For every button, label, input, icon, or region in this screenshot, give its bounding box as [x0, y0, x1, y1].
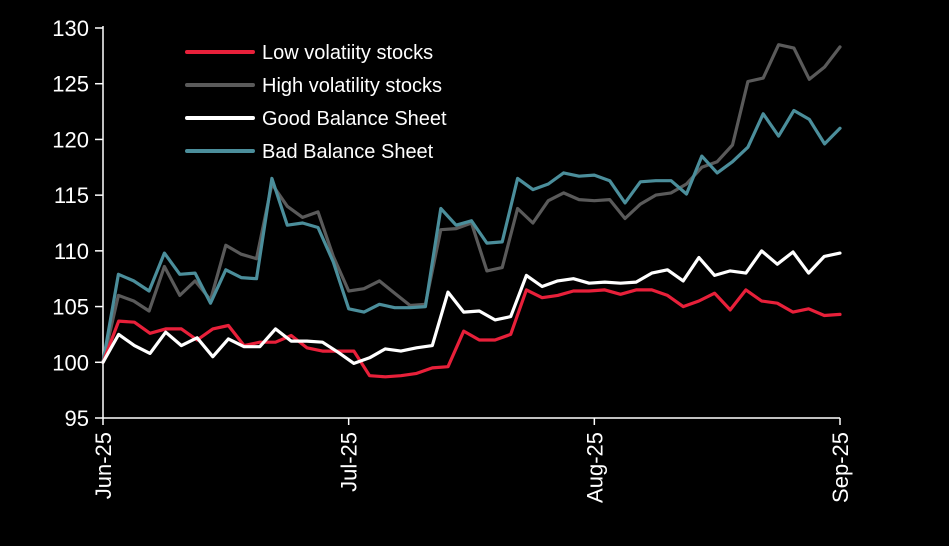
- series-line-2: [101, 249, 842, 365]
- y-tick-label: 125: [52, 72, 89, 97]
- x-tick-label: Aug-25: [582, 432, 607, 503]
- series-line-3: [101, 108, 842, 364]
- x-tick-label: Sep-25: [828, 432, 853, 503]
- y-tick-label: 120: [52, 127, 89, 152]
- legend-label-3: Bad Balance Sheet: [262, 141, 434, 163]
- x-tick-label: Jul-25: [337, 432, 362, 492]
- y-tick-label: 115: [54, 183, 89, 208]
- legend: Low volatiity stocks High volatility stoc…: [185, 42, 447, 163]
- legend-label-2: Good Balance Sheet: [262, 108, 447, 130]
- y-tick-label: 105: [52, 295, 89, 320]
- y-tick-label: 95: [65, 406, 89, 431]
- series-line-0: [101, 288, 842, 379]
- y-tick-label: 100: [52, 350, 89, 375]
- series-layer: [101, 43, 842, 379]
- axes: 95 100 105 110 115 120 125 130 Jun-25 Jul-25 Aug-2…: [52, 16, 853, 503]
- legend-label-0: Low volatiity stocks: [262, 42, 433, 64]
- x-tick-label: Jun-25: [91, 432, 116, 499]
- legend-label-1: High volatility stocks: [262, 75, 442, 97]
- series-line-1: [101, 43, 842, 364]
- y-tick-label: 130: [52, 16, 89, 41]
- y-tick-label: 110: [54, 239, 89, 264]
